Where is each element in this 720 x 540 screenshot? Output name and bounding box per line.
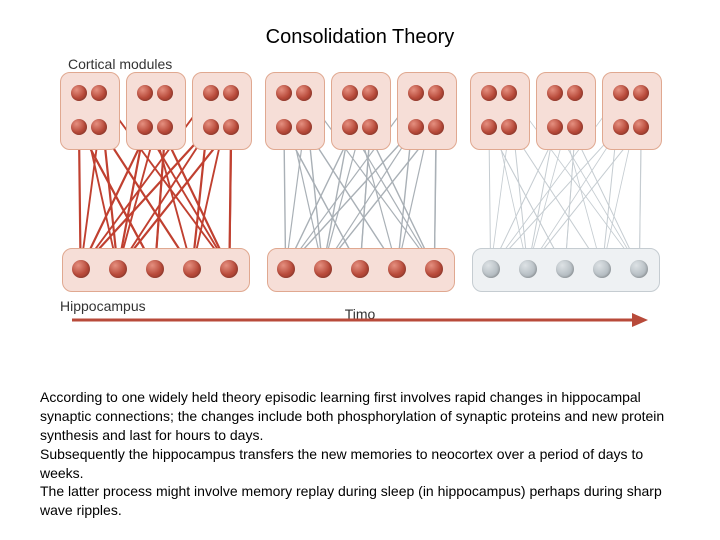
cortex-node <box>481 119 497 135</box>
hippo-node <box>277 260 295 278</box>
hippo-node <box>519 260 537 278</box>
module-box <box>60 72 120 150</box>
paragraph: The latter process might involve memory … <box>40 482 680 520</box>
cortex-node <box>481 85 497 101</box>
cortex-node <box>547 85 563 101</box>
cortex-node <box>71 119 87 135</box>
hippo-node <box>556 260 574 278</box>
module-box <box>470 72 530 150</box>
hippo-node <box>351 260 369 278</box>
cortex-node <box>547 119 563 135</box>
cortex-node <box>203 119 219 135</box>
module-box <box>602 72 662 150</box>
cortex-node <box>203 85 219 101</box>
cortex-node <box>137 119 153 135</box>
module-box <box>265 72 325 150</box>
hippo-node <box>72 260 90 278</box>
hippo-node <box>109 260 127 278</box>
module-box <box>126 72 186 150</box>
module-box <box>536 72 596 150</box>
cortex-node <box>342 119 358 135</box>
paragraph: Subsequently the hippocampus transfers t… <box>40 445 680 483</box>
paragraph: According to one widely held theory epis… <box>40 388 680 445</box>
label-cortical: Cortical modules <box>68 56 172 72</box>
hippo-node <box>314 260 332 278</box>
page-title: Consolidation Theory <box>0 26 720 49</box>
hippo-node <box>146 260 164 278</box>
hippo-node <box>482 260 500 278</box>
cortex-node <box>276 119 292 135</box>
module-box <box>397 72 457 150</box>
cortex-node <box>137 85 153 101</box>
cortex-node <box>613 119 629 135</box>
body-text: According to one widely held theory epis… <box>40 388 680 520</box>
label-hippocampus: Hippocampus <box>60 298 146 314</box>
cortex-node <box>342 85 358 101</box>
cortex-node <box>408 85 424 101</box>
cortex-node <box>276 85 292 101</box>
cortex-node <box>408 119 424 135</box>
module-box <box>331 72 391 150</box>
label-time: Timo <box>310 306 410 322</box>
cortex-node <box>71 85 87 101</box>
cortex-node <box>613 85 629 101</box>
module-box <box>192 72 252 150</box>
